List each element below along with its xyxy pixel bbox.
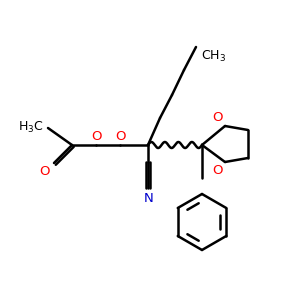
Text: O: O [212,164,223,177]
Text: O: O [91,130,101,143]
Text: H$_3$C: H$_3$C [18,119,44,134]
Text: N: N [144,192,154,205]
Text: O: O [115,130,125,143]
Text: O: O [212,111,223,124]
Text: CH$_3$: CH$_3$ [201,49,226,64]
Text: O: O [40,165,50,178]
